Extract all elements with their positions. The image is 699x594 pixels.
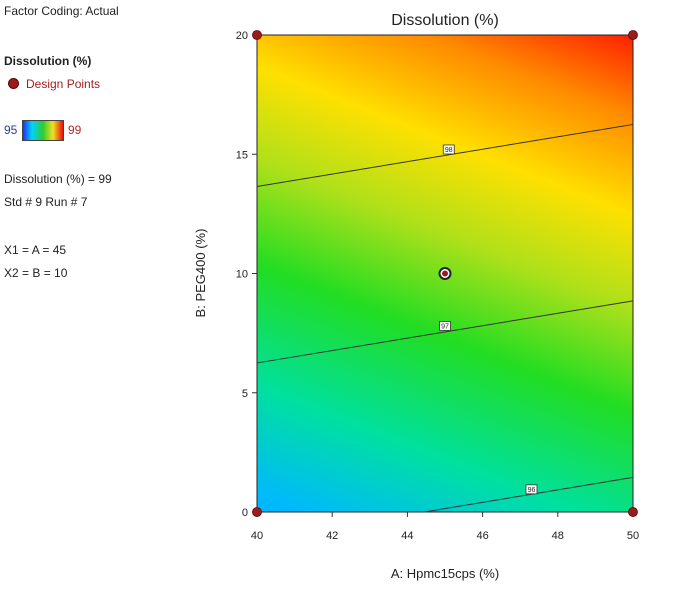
x-tick-label-42: 42 bbox=[326, 530, 338, 542]
x-axis-ticks: 40 42 44 46 48 50 bbox=[251, 512, 639, 542]
contour-line-96 bbox=[424, 476, 634, 513]
y-tick-label-20: 20 bbox=[236, 30, 248, 42]
contour-line-98 bbox=[256, 123, 634, 187]
contour-label-96: 96 bbox=[528, 487, 536, 494]
color-scale-max: 99 bbox=[68, 123, 82, 137]
contour-label-98: 98 bbox=[445, 147, 453, 154]
x-axis-label: A: Hpmc15cps (%) bbox=[391, 566, 499, 581]
y-axis-ticks: 0 5 10 15 20 bbox=[236, 30, 257, 519]
design-point-1 bbox=[628, 507, 638, 517]
contour-label-box-97 bbox=[439, 321, 451, 331]
y-tick-label-5: 5 bbox=[242, 388, 248, 400]
response-title: Dissolution (%) bbox=[4, 54, 92, 68]
factor-coding-label: Factor Coding: Actual bbox=[4, 4, 119, 18]
contour-lines: 98 97 96 bbox=[256, 123, 634, 513]
y-tick-label-15: 15 bbox=[236, 149, 248, 161]
y-axis-label: B: PEG400 (%) bbox=[193, 229, 208, 318]
contour-label-97: 97 bbox=[441, 324, 449, 331]
contour-line-97 bbox=[256, 300, 634, 364]
design-point-3 bbox=[628, 30, 638, 40]
selected-design-point bbox=[442, 270, 448, 277]
readout-std-run: Std # 9 Run # 7 bbox=[4, 195, 88, 209]
design-point-marker-icon bbox=[8, 78, 19, 89]
color-scale-min: 95 bbox=[4, 123, 18, 137]
contour-label-box-98 bbox=[442, 144, 455, 155]
readout-x2: X2 = B = 10 bbox=[4, 266, 68, 280]
design-point-2 bbox=[252, 30, 262, 40]
readout-value: Dissolution (%) = 99 bbox=[4, 172, 112, 186]
x-tick-label-44: 44 bbox=[401, 530, 413, 542]
x-tick-label-40: 40 bbox=[251, 530, 263, 542]
design-points-label: Design Points bbox=[26, 77, 101, 91]
color-scale-bar bbox=[22, 120, 64, 141]
chart-title: Dissolution (%) bbox=[391, 12, 499, 29]
x-tick-label-48: 48 bbox=[552, 530, 564, 542]
design-point-0 bbox=[252, 507, 262, 517]
contour-label-box-96 bbox=[525, 484, 538, 495]
readout-x1: X1 = A = 45 bbox=[4, 243, 67, 257]
y-tick-label-10: 10 bbox=[236, 269, 248, 281]
design-points bbox=[252, 30, 638, 517]
x-tick-label-46: 46 bbox=[476, 530, 488, 542]
x-tick-label-50: 50 bbox=[627, 530, 639, 542]
y-tick-label-0: 0 bbox=[242, 507, 248, 519]
